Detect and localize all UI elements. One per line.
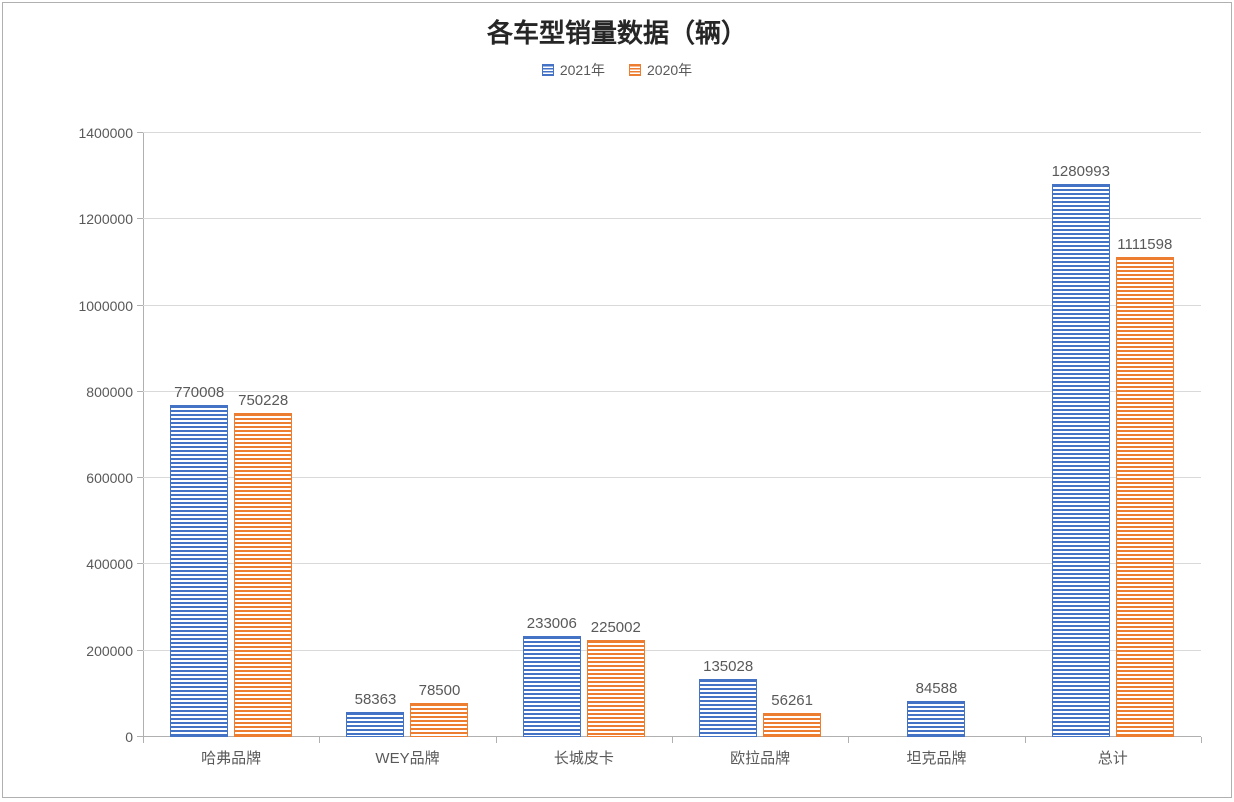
category-label: 总计 bbox=[1025, 747, 1201, 768]
bar-group: 12809931111598总计 bbox=[1025, 133, 1201, 737]
bar-data-label: 84588 bbox=[876, 680, 996, 697]
legend-swatch-icon bbox=[542, 64, 554, 76]
bar-data-label: 78500 bbox=[379, 682, 499, 699]
bar-group: 5836378500WEY品牌 bbox=[319, 133, 495, 737]
chart-title: 各车型销量数据（辆） bbox=[3, 3, 1231, 50]
x-tick-mark bbox=[496, 737, 497, 743]
bar-data-label: 135028 bbox=[668, 658, 788, 675]
bar-series1: 84588 bbox=[907, 701, 965, 737]
bar-series1: 233006 bbox=[523, 636, 581, 737]
legend-label-series2: 2020年 bbox=[647, 60, 692, 80]
chart-container: 各车型销量数据（辆） 2021年 2020年 02000004000006000… bbox=[2, 2, 1232, 798]
bar-series2: 56261 bbox=[763, 713, 821, 737]
bar-pair: 84588 bbox=[907, 133, 965, 737]
x-tick-mark bbox=[1025, 737, 1026, 743]
category-label: 欧拉品牌 bbox=[672, 747, 848, 768]
bar-series1: 770008 bbox=[170, 405, 228, 737]
bar-groups: 770008750228哈弗品牌5836378500WEY品牌233006225… bbox=[143, 133, 1201, 737]
x-tick-mark bbox=[848, 737, 849, 743]
y-tick-label: 400000 bbox=[53, 556, 133, 572]
category-label: 长城皮卡 bbox=[496, 747, 672, 768]
y-axis: 0200000400000600000800000100000012000001… bbox=[53, 133, 133, 737]
plot-area: 0200000400000600000800000100000012000001… bbox=[143, 133, 1201, 737]
y-tick-label: 200000 bbox=[53, 643, 133, 659]
y-tick-label: 0 bbox=[53, 729, 133, 745]
bar-pair: 5836378500 bbox=[346, 133, 468, 737]
bar-data-label: 750228 bbox=[203, 392, 323, 409]
bar-data-label: 56261 bbox=[732, 692, 852, 709]
bar-pair: 13502856261 bbox=[699, 133, 821, 737]
x-tick-mark bbox=[672, 737, 673, 743]
bar-pair: 233006225002 bbox=[523, 133, 645, 737]
x-tick-mark bbox=[319, 737, 320, 743]
legend-swatch-icon bbox=[629, 64, 641, 76]
x-tick-mark bbox=[143, 737, 144, 743]
y-tick-label: 1000000 bbox=[53, 298, 133, 314]
bar-data-label: 1111598 bbox=[1085, 236, 1205, 253]
y-tick-label: 600000 bbox=[53, 470, 133, 486]
bar-series1: 58363 bbox=[346, 712, 404, 737]
bar-series2: 225002 bbox=[587, 640, 645, 737]
bar-data-label: 225002 bbox=[556, 619, 676, 636]
bar-series2: 750228 bbox=[234, 413, 292, 737]
bar-series1: 1280993 bbox=[1052, 184, 1110, 737]
bar-series2: 78500 bbox=[410, 703, 468, 737]
y-tick-label: 1400000 bbox=[53, 125, 133, 141]
legend-label-series1: 2021年 bbox=[560, 60, 605, 80]
y-tick-label: 1200000 bbox=[53, 211, 133, 227]
x-tick-mark bbox=[1201, 737, 1202, 743]
bar-group: 84588坦克品牌 bbox=[848, 133, 1024, 737]
legend-item-series1: 2021年 bbox=[542, 60, 605, 80]
category-label: 哈弗品牌 bbox=[143, 747, 319, 768]
category-label: WEY品牌 bbox=[319, 747, 495, 768]
chart-legend: 2021年 2020年 bbox=[3, 60, 1231, 80]
bar-series2: 1111598 bbox=[1116, 257, 1174, 737]
bar-pair: 12809931111598 bbox=[1052, 133, 1174, 737]
legend-item-series2: 2020年 bbox=[629, 60, 692, 80]
bar-group: 770008750228哈弗品牌 bbox=[143, 133, 319, 737]
bar-pair: 770008750228 bbox=[170, 133, 292, 737]
bar-group: 233006225002长城皮卡 bbox=[496, 133, 672, 737]
bar-group: 13502856261欧拉品牌 bbox=[672, 133, 848, 737]
category-label: 坦克品牌 bbox=[848, 747, 1024, 768]
y-tick-label: 800000 bbox=[53, 384, 133, 400]
bar-data-label: 1280993 bbox=[1021, 163, 1141, 180]
